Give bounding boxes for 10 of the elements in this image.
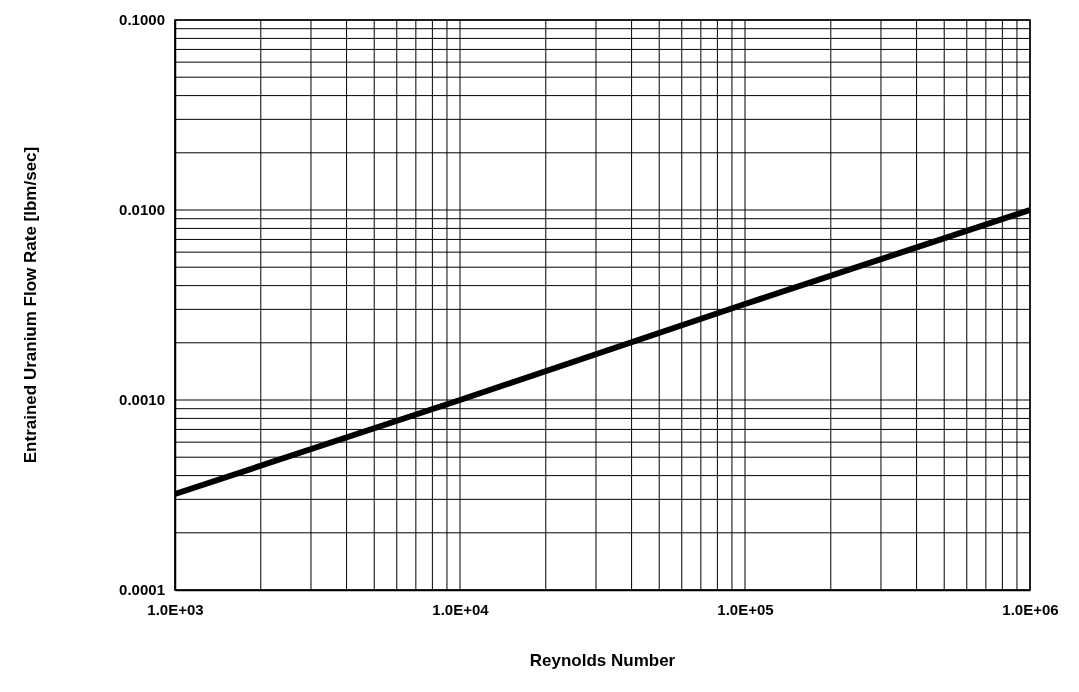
x-tick-label: 1.0E+04 xyxy=(432,600,490,618)
y-tick-label: 0.0100 xyxy=(119,201,165,219)
y-tick-label: 0.1000 xyxy=(119,11,165,29)
y-tick-label: 0.0010 xyxy=(119,391,165,409)
x-tick-label: 1.0E+05 xyxy=(717,600,774,618)
x-axis-title: Reynolds Number xyxy=(529,651,676,670)
y-tick-label: 0.0001 xyxy=(119,581,165,599)
x-tick-label: 1.0E+03 xyxy=(147,600,204,618)
y-axis-title: Entrained Uranium Flow Rate [lbm/sec] xyxy=(21,146,40,464)
x-tick-label: 1.0E+06 xyxy=(1002,600,1059,618)
